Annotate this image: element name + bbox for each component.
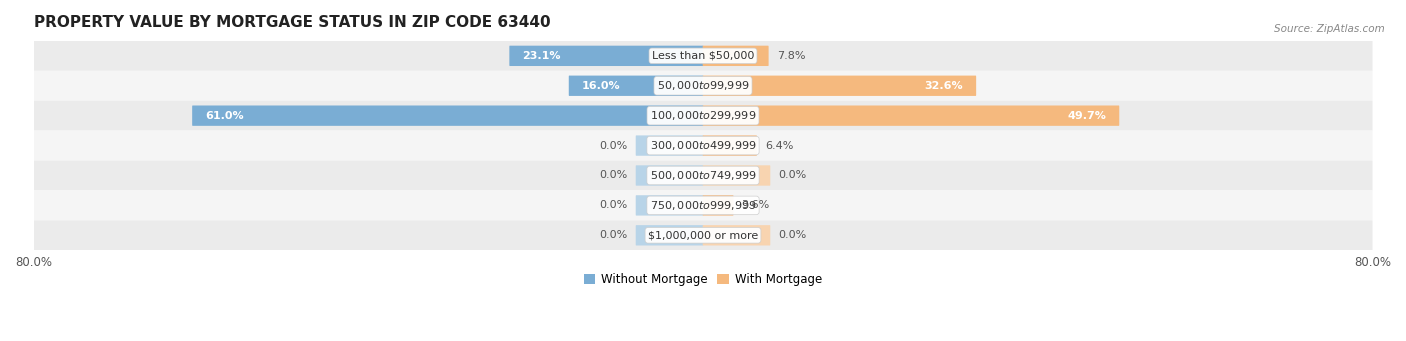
- FancyBboxPatch shape: [509, 46, 703, 66]
- FancyBboxPatch shape: [569, 76, 703, 96]
- Text: 3.6%: 3.6%: [741, 201, 769, 210]
- FancyBboxPatch shape: [636, 165, 703, 186]
- Text: 32.6%: 32.6%: [925, 81, 963, 91]
- FancyBboxPatch shape: [636, 135, 703, 156]
- FancyBboxPatch shape: [34, 131, 1372, 161]
- FancyBboxPatch shape: [34, 161, 1372, 190]
- Legend: Without Mortgage, With Mortgage: Without Mortgage, With Mortgage: [579, 268, 827, 291]
- Text: 0.0%: 0.0%: [599, 230, 627, 240]
- FancyBboxPatch shape: [193, 105, 703, 126]
- Text: $1,000,000 or more: $1,000,000 or more: [648, 230, 758, 240]
- Text: 23.1%: 23.1%: [522, 51, 561, 61]
- FancyBboxPatch shape: [34, 190, 1372, 220]
- Text: 6.4%: 6.4%: [765, 140, 793, 151]
- Text: 7.8%: 7.8%: [776, 51, 806, 61]
- FancyBboxPatch shape: [703, 46, 769, 66]
- Text: 61.0%: 61.0%: [205, 111, 243, 121]
- Text: $100,000 to $299,999: $100,000 to $299,999: [650, 109, 756, 122]
- Text: $750,000 to $999,999: $750,000 to $999,999: [650, 199, 756, 212]
- FancyBboxPatch shape: [636, 195, 703, 216]
- FancyBboxPatch shape: [703, 165, 770, 186]
- FancyBboxPatch shape: [34, 101, 1372, 131]
- FancyBboxPatch shape: [34, 220, 1372, 250]
- Text: 0.0%: 0.0%: [599, 170, 627, 180]
- FancyBboxPatch shape: [703, 76, 976, 96]
- FancyBboxPatch shape: [703, 195, 734, 216]
- Text: 0.0%: 0.0%: [599, 201, 627, 210]
- FancyBboxPatch shape: [703, 105, 1119, 126]
- FancyBboxPatch shape: [703, 225, 770, 246]
- Text: $50,000 to $99,999: $50,000 to $99,999: [657, 79, 749, 92]
- Text: $500,000 to $749,999: $500,000 to $749,999: [650, 169, 756, 182]
- FancyBboxPatch shape: [34, 71, 1372, 101]
- FancyBboxPatch shape: [34, 41, 1372, 71]
- FancyBboxPatch shape: [703, 135, 756, 156]
- Text: 0.0%: 0.0%: [779, 230, 807, 240]
- Text: Source: ZipAtlas.com: Source: ZipAtlas.com: [1274, 24, 1385, 34]
- Text: PROPERTY VALUE BY MORTGAGE STATUS IN ZIP CODE 63440: PROPERTY VALUE BY MORTGAGE STATUS IN ZIP…: [34, 15, 550, 30]
- Text: 16.0%: 16.0%: [582, 81, 620, 91]
- Text: 49.7%: 49.7%: [1067, 111, 1107, 121]
- Text: 0.0%: 0.0%: [599, 140, 627, 151]
- Text: Less than $50,000: Less than $50,000: [652, 51, 754, 61]
- Text: $300,000 to $499,999: $300,000 to $499,999: [650, 139, 756, 152]
- Text: 0.0%: 0.0%: [779, 170, 807, 180]
- FancyBboxPatch shape: [636, 225, 703, 246]
